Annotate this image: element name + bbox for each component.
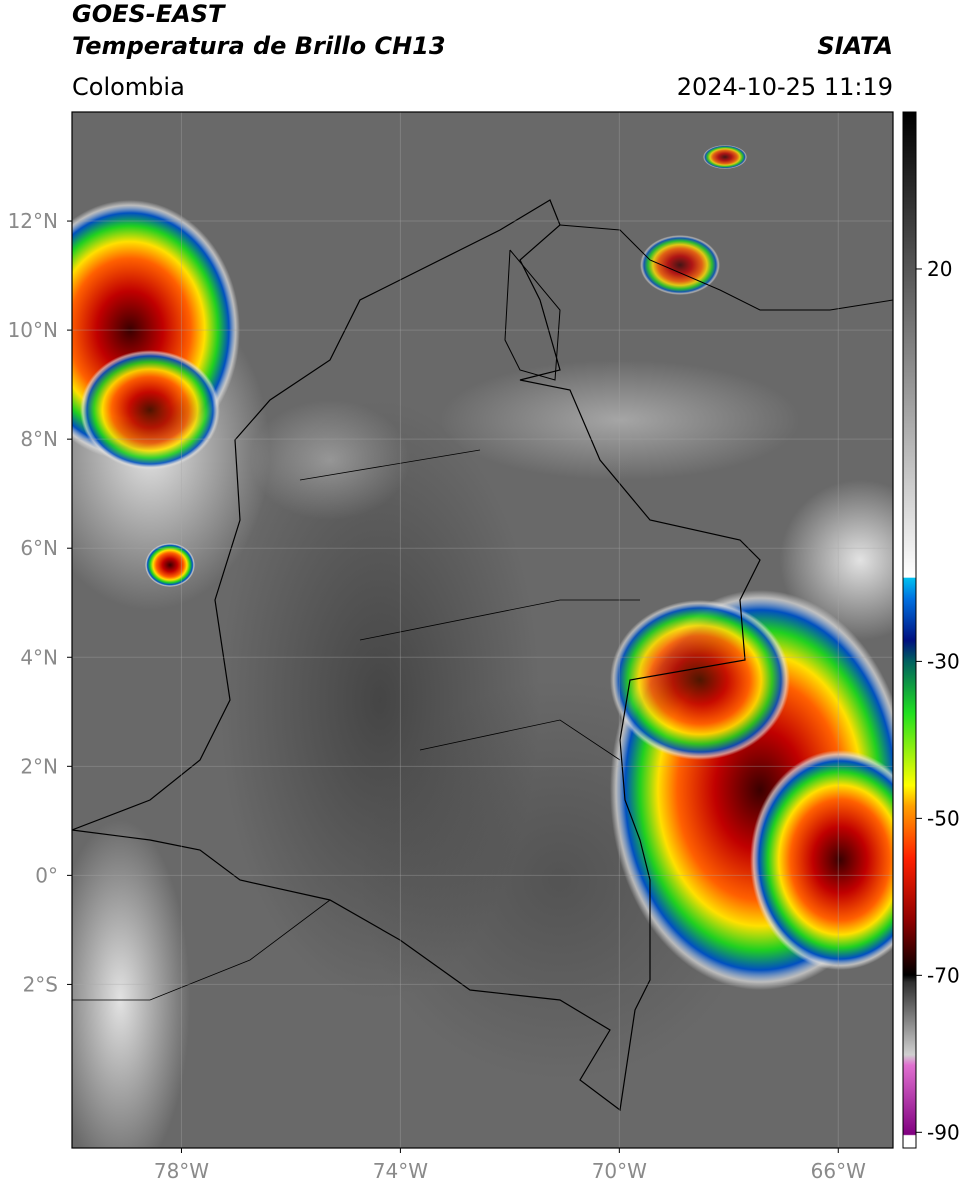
y-tick-label: 4°N xyxy=(20,645,58,669)
colorbar-label: 20 xyxy=(927,257,952,281)
y-tick-label: 8°N xyxy=(20,427,58,451)
y-tick-label: 10°N xyxy=(8,318,58,342)
y-tick-label: 12°N xyxy=(8,209,58,233)
x-tick-label: 78°W xyxy=(154,1159,209,1183)
colorbar-ticks: 20 -30 -50 -70 -90 xyxy=(916,257,960,1144)
colorbar xyxy=(902,111,917,1149)
graticule xyxy=(72,112,893,1148)
title: GOES-EAST xyxy=(72,0,226,28)
satellite-image xyxy=(72,112,893,1148)
x-tick-label: 70°W xyxy=(592,1159,647,1183)
timestamp: 2024-10-25 11:19 xyxy=(677,73,893,101)
colorbar-label: -90 xyxy=(927,1120,960,1144)
colorbar-label: -70 xyxy=(927,963,960,987)
axes: 78°W 74°W 70°W 66°W 12°N 10°N 8°N 6°N 4°N 2°N 0° 2°… xyxy=(8,209,867,1183)
x-tick-label: 66°W xyxy=(811,1159,866,1183)
colorbar-label: -50 xyxy=(927,806,960,830)
x-tick-label: 74°W xyxy=(373,1159,428,1183)
y-tick-label: 2°N xyxy=(20,754,58,778)
y-tick-label: 6°N xyxy=(20,536,58,560)
y-tick-label: 0° xyxy=(35,863,58,887)
subtitle: Temperatura de Brillo CH13 xyxy=(72,32,446,60)
map-frame xyxy=(71,111,894,1149)
region: Colombia xyxy=(72,73,185,101)
source: SIATA xyxy=(817,32,893,60)
colorbar-label: -30 xyxy=(927,649,960,673)
y-tick-label: 2°S xyxy=(23,972,58,996)
